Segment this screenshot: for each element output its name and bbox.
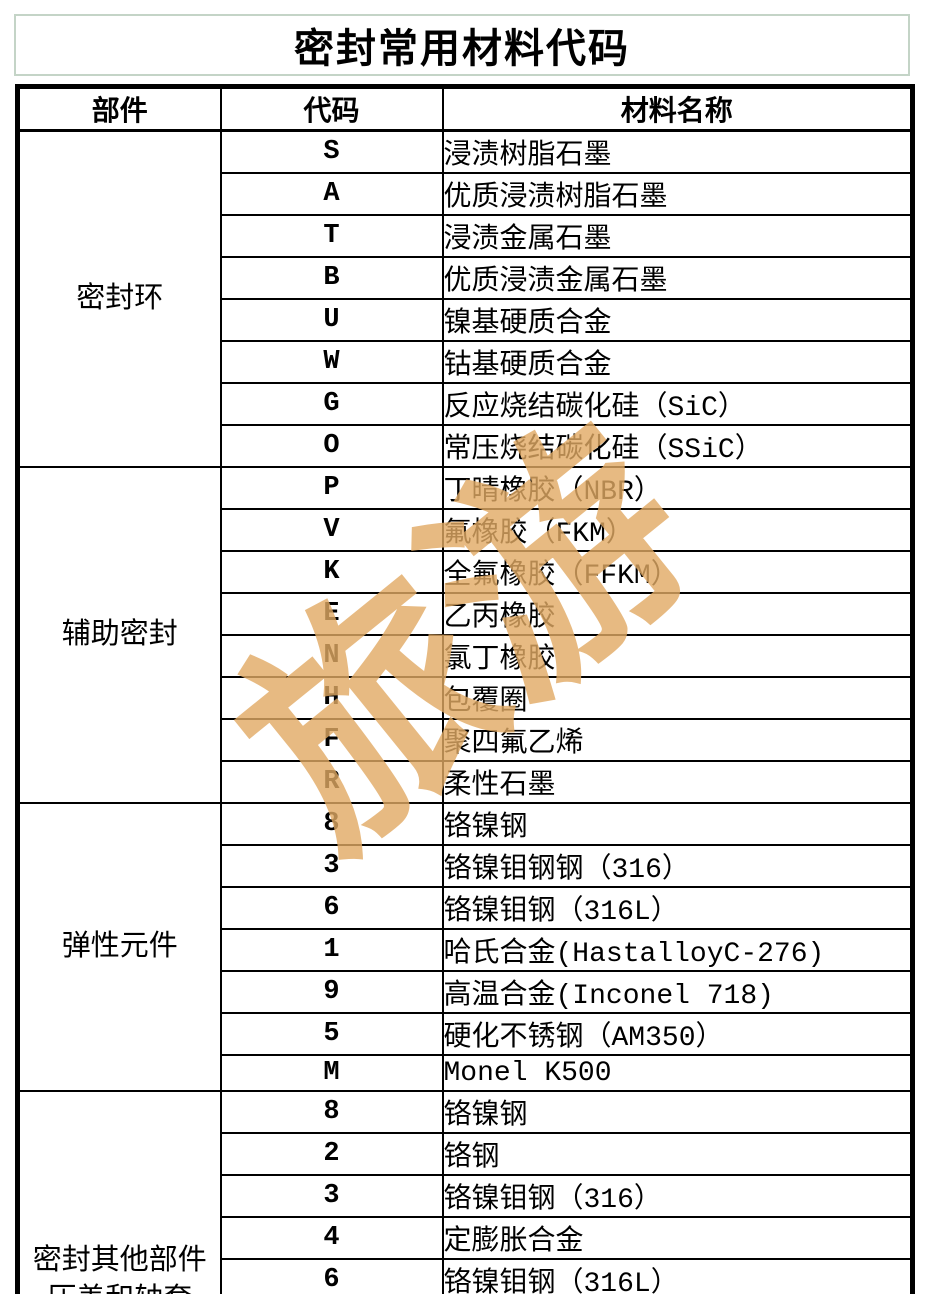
code-cell: 8 [219, 1090, 444, 1134]
code-cell: V [219, 508, 444, 552]
material-name-cell: 氯丁橡胶 [441, 634, 914, 678]
code-cell: A [219, 172, 444, 216]
material-name-cell: 铬钢 [441, 1132, 914, 1176]
material-name-cell: 高温合金(Inconel 718) [441, 970, 914, 1014]
component-group-label: 辅助密封 [16, 466, 222, 804]
table-row: R 柔性石墨 [18, 760, 914, 804]
material-name-cell: 硬化不锈钢（AM350） [441, 1012, 914, 1056]
material-name-cell: 全氟橡胶（FFKM） [441, 550, 914, 594]
table-row: A 优质浸渍树脂石墨 [18, 172, 914, 216]
table-row: G 反应烧结碳化硅（SiC） [18, 382, 914, 426]
material-name-cell: Monel K500 [441, 1054, 914, 1092]
material-name-cell: 氟橡胶（FKM） [441, 508, 914, 552]
table-row: M Monel K500 [18, 1054, 914, 1092]
code-cell: P [219, 466, 444, 510]
material-name-cell: 浸渍树脂石墨 [441, 129, 914, 174]
code-cell: U [219, 298, 444, 342]
materials-table: 部件 代码 材料名称 密封环 S 浸渍树脂石墨 A 优质浸渍树脂石墨 T 浸渍金属石墨 B 优质… [15, 84, 915, 1294]
material-name-cell: 镍基硬质合金 [441, 298, 914, 342]
table-row: W 钴基硬质合金 [18, 340, 914, 384]
material-name-cell: 钴基硬质合金 [441, 340, 914, 384]
code-cell: O [219, 424, 444, 468]
table-row: 1 哈氏合金(HastalloyC-276) [18, 928, 914, 972]
material-name-cell: 常压烧结碳化硅（SSiC） [441, 424, 914, 468]
component-group-label: 密封其他部件 压盖和轴套 [16, 1090, 222, 1294]
table-row: 6 铬镍钼钢（316L） [18, 886, 914, 930]
title-box: 密封常用材料代码 [14, 14, 910, 76]
code-cell: 3 [219, 1174, 444, 1218]
table-row: 4 定膨胀合金 [18, 1216, 914, 1260]
code-cell: 4 [219, 1216, 444, 1260]
material-name-cell: 铬镍钼钢（316） [441, 1174, 914, 1218]
code-cell: S [219, 129, 444, 174]
materials-table-body: 密封环 S 浸渍树脂石墨 A 优质浸渍树脂石墨 T 浸渍金属石墨 B 优质浸渍金属石墨 U 镍基硬质… [16, 129, 914, 1294]
table-row: 弹性元件 8 铬镍钢 [16, 802, 914, 1092]
table-row: E 乙丙橡胶 [18, 592, 914, 636]
material-name-cell: 哈氏合金(HastalloyC-276) [441, 928, 914, 972]
code-cell: B [219, 256, 444, 300]
code-cell: 6 [219, 1258, 444, 1294]
table-row: 辅助密封 P 丁晴橡胶（NBR） [16, 466, 914, 804]
table-row: 2 铬钢 [18, 1132, 914, 1176]
code-cell: F [219, 718, 444, 762]
material-name-cell: 铬镍钼钢钢（316） [441, 844, 914, 888]
material-name-cell: 反应烧结碳化硅（SiC） [441, 382, 914, 426]
table-row: H 包覆圈 [18, 676, 914, 720]
code-cell: G [219, 382, 444, 426]
table-row: T 浸渍金属石墨 [18, 214, 914, 258]
material-name-cell: 优质浸渍树脂石墨 [441, 172, 914, 216]
material-name-cell: 乙丙橡胶 [441, 592, 914, 636]
code-cell: H [219, 676, 444, 720]
material-name-cell: 优质浸渍金属石墨 [441, 256, 914, 300]
header-component: 部件 [16, 85, 222, 132]
code-cell: K [219, 550, 444, 594]
header-row: 部件 代码 材料名称 [16, 85, 914, 132]
table-row: K 全氟橡胶（FFKM） [18, 550, 914, 594]
code-cell: 6 [219, 886, 444, 930]
code-cell: 9 [219, 970, 444, 1014]
code-cell: W [219, 340, 444, 384]
code-cell: N [219, 634, 444, 678]
table-row: N 氯丁橡胶 [18, 634, 914, 678]
code-cell: 2 [219, 1132, 444, 1176]
material-name-cell: 铬镍钼钢（316L） [441, 886, 914, 930]
material-name-cell: 定膨胀合金 [441, 1216, 914, 1260]
table-row: 5 硬化不锈钢（AM350） [18, 1012, 914, 1056]
code-cell: M [219, 1054, 444, 1092]
table-row: O 常压烧结碳化硅（SSiC） [18, 424, 914, 468]
material-name-cell: 浸渍金属石墨 [441, 214, 914, 258]
code-cell: T [219, 214, 444, 258]
code-cell: 1 [219, 928, 444, 972]
material-name-cell: 铬镍钢 [441, 1090, 914, 1134]
page-title: 密封常用材料代码 [294, 26, 630, 71]
header-material: 材料名称 [441, 85, 914, 132]
table-row: U 镍基硬质合金 [18, 298, 914, 342]
table-row: 9 高温合金(Inconel 718) [18, 970, 914, 1014]
table-row: 3 铬镍钼钢（316） [18, 1174, 914, 1218]
material-name-cell: 柔性石墨 [441, 760, 914, 804]
material-name-cell: 铬镍钼钢（316L） [441, 1258, 914, 1294]
code-cell: R [219, 760, 444, 804]
material-name-cell: 聚四氟乙烯 [441, 718, 914, 762]
component-group-label: 密封环 [16, 129, 222, 468]
table-row: F 聚四氟乙烯 [18, 718, 914, 762]
code-cell: E [219, 592, 444, 636]
table-row: 3 铬镍钼钢钢（316） [18, 844, 914, 888]
component-group-label: 弹性元件 [16, 802, 222, 1092]
table-row: 密封其他部件 压盖和轴套8铬镍钢 [16, 1090, 914, 1294]
table-row: B 优质浸渍金属石墨 [18, 256, 914, 300]
material-name-cell: 丁晴橡胶（NBR） [441, 466, 914, 510]
code-cell: 5 [219, 1012, 444, 1056]
table-row: 密封环 S 浸渍树脂石墨 [16, 129, 914, 468]
code-cell: 3 [219, 844, 444, 888]
code-cell: 8 [219, 802, 444, 846]
material-name-cell: 包覆圈 [441, 676, 914, 720]
table-row: V 氟橡胶（FKM） [18, 508, 914, 552]
table-row: 6 铬镍钼钢（316L） [18, 1258, 914, 1294]
material-name-cell: 铬镍钢 [441, 802, 914, 846]
header-code: 代码 [219, 85, 444, 132]
